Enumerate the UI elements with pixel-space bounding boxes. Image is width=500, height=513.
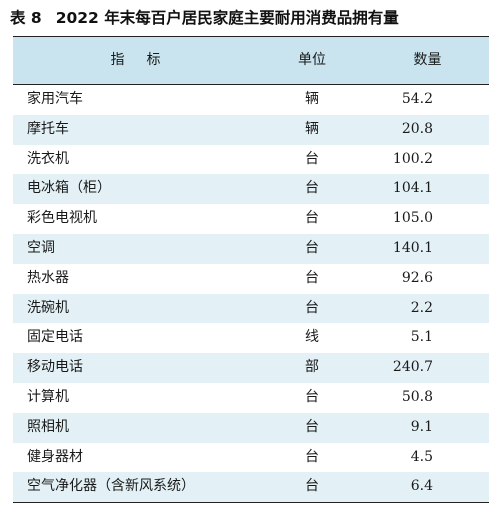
table-row: 固定电话 线 5.1 [13,323,489,354]
table-row: 移动电话 部 240.7 [13,353,489,383]
row-name: 空调 [27,239,55,256]
table-number: 表 8 [10,9,42,27]
row-value: 9.1 [410,418,433,435]
row-unit: 台 [305,180,319,197]
table-row: 家用汽车 辆 54.2 [13,85,489,115]
row-name: 彩色电视机 [27,210,97,227]
row-value: 20.8 [401,120,433,137]
table-header-row: 指标 单位 数量 [13,37,489,85]
row-name: 洗碗机 [27,299,69,316]
row-name: 摩托车 [27,120,69,137]
data-table: 指标 单位 数量 家用汽车 辆 54.2 摩托车 辆 20.8 洗衣机 台 10… [13,36,489,504]
table-row: 空气净化器（含新风系统） 台 6.4 [13,472,489,503]
row-name: 洗衣机 [27,150,69,167]
row-unit: 线 [305,329,319,346]
row-value: 2.2 [410,299,433,316]
header-quantity: 数量 [413,52,442,68]
row-value: 92.6 [401,269,433,286]
row-unit: 台 [305,388,319,405]
row-value: 140.1 [392,239,433,256]
table-title: 表 8 2022 年末每百户居民家庭主要耐用消费品拥有量 [10,6,399,30]
table-row: 洗碗机 台 2.2 [13,293,489,324]
row-name: 热水器 [27,269,69,286]
row-name: 计算机 [27,388,69,405]
row-unit: 台 [305,210,319,227]
table-row: 空调 台 140.1 [13,233,489,264]
row-name: 家用汽车 [27,91,83,107]
row-unit: 台 [305,299,319,316]
row-value: 50.8 [401,388,433,405]
row-unit: 部 [305,359,319,376]
table-row: 摩托车 辆 20.8 [13,114,489,145]
table-row: 照相机 台 9.1 [13,412,489,443]
table-row: 计算机 台 50.8 [13,382,489,413]
row-name: 移动电话 [27,359,83,376]
table-row: 热水器 台 92.6 [13,263,489,294]
row-unit: 台 [305,418,319,435]
header-unit: 单位 [298,52,326,68]
row-unit: 辆 [305,120,319,137]
table-row: 洗衣机 台 100.2 [13,144,489,175]
header-indicator: 指标 [110,52,183,68]
table-row: 健身器材 台 4.5 [13,442,489,473]
row-value: 6.4 [410,478,433,495]
row-name: 照相机 [27,418,69,435]
row-name: 电冰箱（柜） [27,180,111,197]
row-value: 54.2 [401,91,433,107]
row-unit: 台 [305,478,319,495]
row-name: 健身器材 [27,448,83,465]
table-row: 电冰箱（柜） 台 104.1 [13,174,489,205]
row-name: 空气净化器（含新风系统） [27,478,195,495]
table-row: 彩色电视机 台 105.0 [13,204,489,234]
row-value: 4.5 [410,448,433,465]
row-unit: 台 [305,448,319,465]
row-unit: 台 [305,150,319,167]
row-unit: 辆 [305,91,319,107]
table-title-text: 2022 年末每百户居民家庭主要耐用消费品拥有量 [55,9,399,27]
row-value: 100.2 [392,150,433,167]
row-name: 固定电话 [27,329,83,346]
row-value: 104.1 [392,180,433,197]
row-value: 105.0 [392,210,433,227]
row-unit: 台 [305,239,319,256]
row-value: 240.7 [392,359,433,376]
row-unit: 台 [305,269,319,286]
row-value: 5.1 [410,329,433,346]
